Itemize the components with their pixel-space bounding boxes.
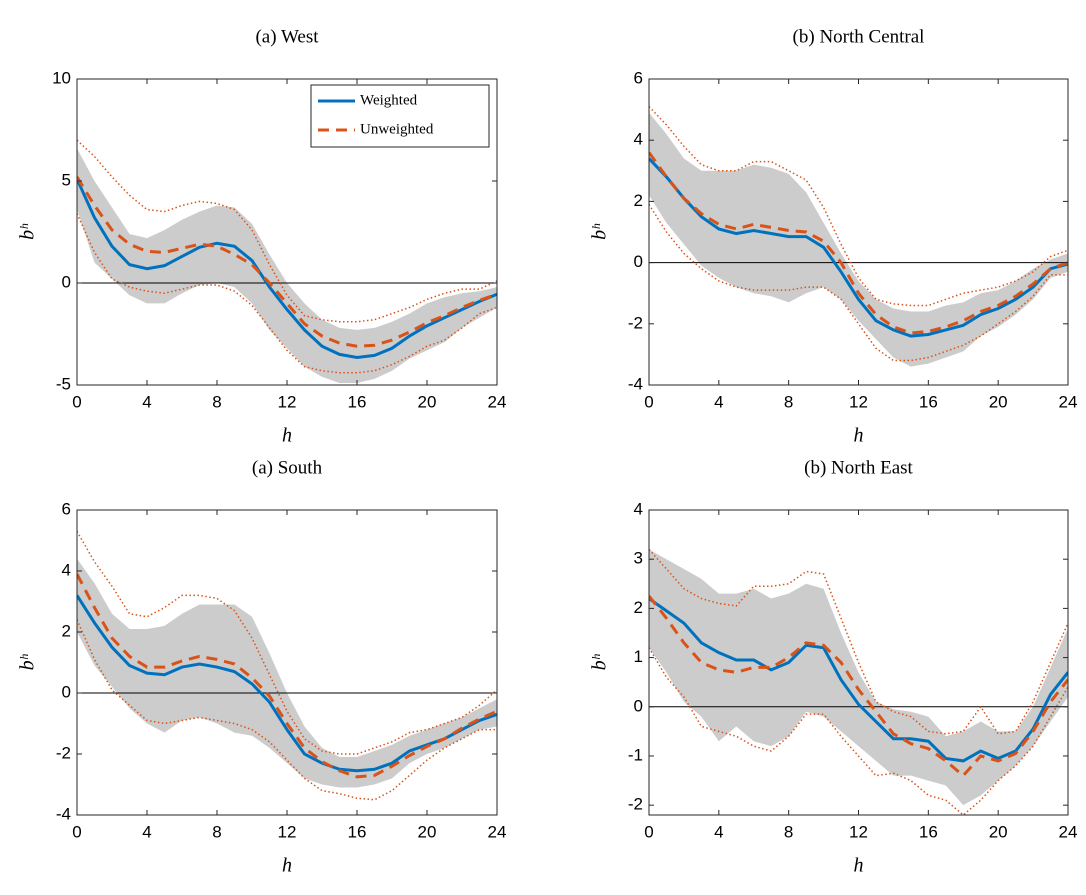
x-tick-label: 0 [644, 822, 653, 841]
x-tick-label: 8 [784, 392, 793, 411]
x-tick-label: 12 [849, 392, 868, 411]
x-axis-label: h [282, 425, 292, 447]
x-tick-label: 0 [72, 392, 81, 411]
x-axis-label: h [854, 425, 864, 447]
y-tick-label: 4 [62, 560, 71, 579]
x-tick-label: 24 [488, 822, 507, 841]
x-tick-label: 16 [919, 392, 938, 411]
chart-title: (b) North Central [793, 26, 925, 47]
y-tick-label: -4 [628, 374, 643, 393]
x-tick-label: 16 [348, 392, 367, 411]
y-tick-label: -2 [628, 795, 643, 814]
x-tick-label: 20 [418, 822, 437, 841]
series-line [649, 595, 1068, 778]
y-tick-label: 4 [634, 130, 643, 149]
legend-box [310, 84, 490, 148]
y-tick-label: -5 [56, 374, 71, 393]
y-tick-label: 2 [634, 191, 643, 210]
lower-bound [77, 619, 497, 801]
y-tick-label: 0 [62, 682, 71, 701]
x-tick-label: 4 [142, 822, 151, 841]
x-tick-label: 4 [714, 392, 723, 411]
chart-title: (a) South [252, 457, 323, 478]
plot-area [77, 530, 497, 801]
y-tick-label: -2 [56, 743, 71, 762]
y-tick-label: 6 [62, 499, 71, 518]
x-tick-label: 20 [418, 392, 437, 411]
y-axis-label: bʰ [17, 223, 39, 240]
y-tick-label: 0 [634, 696, 643, 715]
series-line [649, 157, 1068, 338]
confidence-band [649, 112, 1068, 367]
x-tick-label: 16 [348, 822, 367, 841]
lower-bound [77, 213, 497, 374]
x-axis-label: h [854, 855, 864, 877]
x-tick-label: 12 [278, 392, 297, 411]
x-tick-label: 4 [714, 822, 723, 841]
x-tick-label: 24 [488, 392, 507, 411]
y-tick-label: -2 [628, 313, 643, 332]
x-axis-label: h [282, 855, 292, 877]
y-tick-label: 10 [52, 68, 71, 87]
lower-bound [649, 204, 1068, 362]
plot-area [649, 548, 1068, 815]
x-tick-label: 0 [72, 822, 81, 841]
x-tick-label: 24 [1059, 822, 1078, 841]
x-tick-label: 0 [644, 392, 653, 411]
y-tick-label: -4 [56, 804, 71, 823]
series-line [77, 573, 497, 779]
x-tick-label: 12 [849, 822, 868, 841]
y-axis-label: bʰ [589, 653, 611, 670]
chart-title: (a) West [255, 26, 319, 47]
legend-label: Weighted [360, 92, 418, 108]
series-line [649, 597, 1068, 763]
y-tick-label: 0 [634, 252, 643, 271]
legend-label: Unweighted [360, 121, 434, 137]
legend: Weighted Unweighted [310, 84, 490, 148]
plot-area [649, 106, 1068, 367]
x-tick-label: 8 [212, 392, 221, 411]
y-tick-label: 3 [634, 549, 643, 568]
y-tick-label: 5 [62, 170, 71, 189]
confidence-band [649, 549, 1068, 806]
confidence-band [77, 148, 497, 383]
x-tick-label: 20 [989, 392, 1008, 411]
y-tick-label: 0 [62, 272, 71, 291]
chart-title: (b) North East [804, 457, 913, 478]
y-tick-label: 6 [634, 68, 643, 87]
series-line [77, 178, 497, 359]
x-tick-label: 8 [212, 822, 221, 841]
x-tick-label: 4 [142, 392, 151, 411]
confidence-band [77, 558, 497, 788]
y-tick-label: -1 [628, 745, 643, 764]
y-tick-label: 2 [634, 598, 643, 617]
series-line [649, 151, 1068, 335]
upper-bound [649, 106, 1068, 307]
x-tick-label: 16 [919, 822, 938, 841]
y-tick-label: 2 [62, 621, 71, 640]
y-axis-label: bʰ [17, 653, 39, 670]
x-tick-label: 8 [784, 822, 793, 841]
plot-area [77, 139, 497, 383]
x-tick-label: 12 [278, 822, 297, 841]
lower-bound [649, 647, 1068, 815]
y-tick-label: 4 [634, 499, 643, 518]
y-axis-label: bʰ [589, 223, 611, 240]
x-tick-label: 24 [1059, 392, 1078, 411]
x-tick-label: 20 [989, 822, 1008, 841]
y-tick-label: 1 [634, 647, 643, 666]
